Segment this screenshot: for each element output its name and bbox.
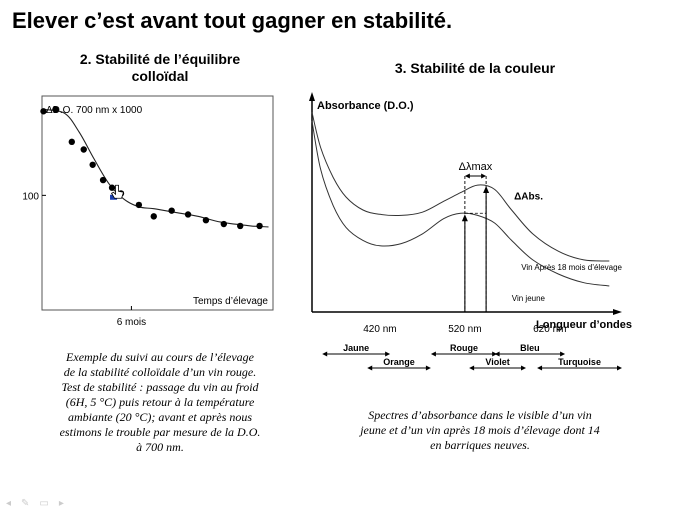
y-axis-arrow-icon xyxy=(309,92,315,101)
series-line-young-wine xyxy=(311,120,610,287)
arrow-right-icon xyxy=(385,351,391,357)
data-point xyxy=(202,216,210,224)
left-caption-line: Test de stabilité : passage du vin au fr… xyxy=(61,380,259,394)
data-point xyxy=(135,201,143,209)
color-band-label: Bleu xyxy=(520,343,540,353)
left-y-axis-label: ΔD.O. 700 nm x 1000 xyxy=(46,105,143,116)
left-x-axis-label: Temps d’élevage xyxy=(193,296,268,307)
right-caption-line: jeune et d’un vin après 18 mois d’élevag… xyxy=(360,423,600,437)
x-axis-arrow-icon xyxy=(613,309,622,315)
left-section-title: 2. Stabilité de l’équilibre colloïdal xyxy=(50,51,270,85)
color-band-label: Orange xyxy=(383,357,415,367)
color-band-label: Rouge xyxy=(450,343,478,353)
data-point xyxy=(52,106,59,113)
slide-title: Elever c’est avant tout gagner en stabil… xyxy=(12,8,453,33)
peak-arrow-icon xyxy=(461,214,468,222)
arrow-left-icon xyxy=(469,365,475,371)
right-caption: Spectres d’absorbance dans le visible d’… xyxy=(345,408,615,453)
series-line-aged-wine xyxy=(311,112,610,262)
arrow-right-icon xyxy=(481,173,487,179)
data-point xyxy=(237,222,244,230)
right-x-tick-label: 620 nm xyxy=(533,324,566,335)
arrow-left-icon xyxy=(430,351,436,357)
peak-arrow-icon xyxy=(483,186,490,194)
data-point xyxy=(80,146,87,153)
color-band-label: Violet xyxy=(485,357,509,367)
left-caption-line: de la stabilité colloïdale d’un vin roug… xyxy=(63,365,257,379)
arrow-left-icon xyxy=(367,365,373,371)
arrow-right-icon xyxy=(560,351,566,357)
right-caption-line: Spectres d’absorbance dans le visible d’… xyxy=(368,408,592,422)
arrow-right-icon xyxy=(617,365,622,371)
right-x-tick-label: 420 nm xyxy=(363,324,396,335)
arrow-left-icon xyxy=(322,351,328,357)
left-caption-line: (6H, 5 °C) puis retour à la température xyxy=(65,395,255,409)
hand-cursor-icon xyxy=(110,184,125,199)
left-caption-line: estimons le trouble par mesure de la D.O… xyxy=(59,425,261,439)
data-point xyxy=(40,108,47,115)
data-point xyxy=(220,220,228,228)
color-band-label: Turquoise xyxy=(558,357,601,367)
data-point xyxy=(89,161,96,168)
left-caption-line: ambiante (20 °C); avant et après nous xyxy=(67,410,253,424)
next-slide-icon[interactable]: ▸ xyxy=(58,498,64,509)
left-title-line2: colloïdal xyxy=(131,68,189,84)
color-band-label: Jaune xyxy=(343,343,369,353)
right-caption-line: en barriques neuves. xyxy=(430,438,530,452)
slideshow-toolbar: ◂ ✎ ▭ ▸ xyxy=(6,498,64,509)
arrow-left-icon xyxy=(494,351,500,357)
arrow-right-icon xyxy=(425,365,431,371)
previous-slide-icon[interactable]: ◂ xyxy=(6,498,12,509)
delta-lambda-label: Δλmax xyxy=(459,161,493,173)
left-caption-line: Exemple du suivi au cours de l’élevage xyxy=(66,350,254,364)
right-y-axis-label: Absorbance (D.O.) xyxy=(317,100,414,112)
data-point xyxy=(150,213,157,220)
left-plot-frame xyxy=(41,95,274,311)
left-caption: Exemple du suivi au cours de l’élevage d… xyxy=(40,350,280,455)
right-x-tick-label: 520 nm xyxy=(448,324,481,335)
left-caption-line: à 700 nm. xyxy=(136,440,184,454)
left-y-tick-label: 100 xyxy=(22,191,39,202)
delta-abs-label: ΔAbs. xyxy=(514,192,543,203)
left-x-tick-label: 6 mois xyxy=(117,317,146,328)
right-section-title: 3. Stabilité de la couleur xyxy=(394,60,556,76)
right-x-axis-label: Longueur d’ondes xyxy=(536,319,632,331)
left-title-line1: 2. Stabilité de l’équilibre xyxy=(79,51,241,67)
data-point xyxy=(256,222,263,230)
series-label-young-wine: Vin jeune xyxy=(512,294,546,303)
data-point xyxy=(108,184,116,191)
arrow-left-icon xyxy=(464,173,470,179)
arrow-left-icon xyxy=(537,365,543,371)
series-label-aged-wine: Vin Après 18 mois d’élevage xyxy=(521,263,622,272)
data-point xyxy=(68,138,76,146)
pen-icon[interactable]: ✎ xyxy=(21,498,30,509)
arrow-right-icon xyxy=(521,365,527,371)
data-point xyxy=(168,207,175,214)
data-point xyxy=(184,211,192,218)
menu-icon[interactable]: ▭ xyxy=(39,498,49,509)
data-point xyxy=(99,176,107,184)
